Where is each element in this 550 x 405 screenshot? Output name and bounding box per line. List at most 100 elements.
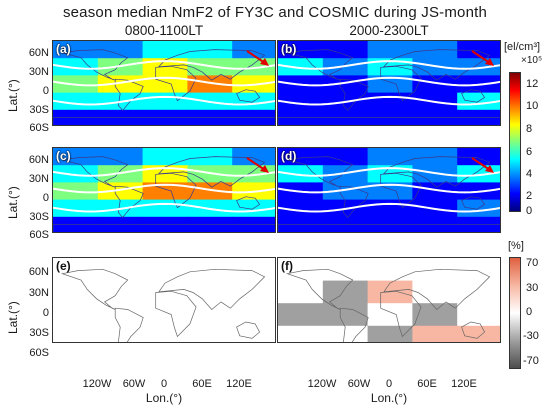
coastline bbox=[155, 290, 197, 338]
colorbar-bottom-tick: 0 bbox=[526, 306, 533, 318]
heatmap-cell bbox=[187, 303, 233, 327]
heatmap-cell bbox=[142, 325, 188, 342]
contour-line bbox=[278, 202, 500, 213]
heatmap-cell bbox=[278, 148, 324, 166]
coastline bbox=[380, 290, 422, 338]
colorbar-bottom bbox=[509, 257, 521, 369]
coastline bbox=[461, 321, 486, 339]
heatmap-cells bbox=[53, 258, 275, 342]
heatmap-cell bbox=[457, 41, 500, 59]
map-f bbox=[278, 258, 500, 342]
heatmap-cell bbox=[232, 303, 275, 327]
coastline bbox=[285, 268, 354, 310]
y-tick-label: 0 bbox=[42, 307, 49, 319]
heatmap-cell bbox=[367, 199, 413, 218]
x-tick-label: 60E bbox=[192, 378, 212, 390]
coastline bbox=[339, 307, 369, 342]
heatmap-cell bbox=[278, 280, 324, 304]
heatmap-cell bbox=[278, 216, 324, 232]
heatmap-cell bbox=[142, 58, 188, 76]
heatmap-cell bbox=[322, 325, 369, 342]
coastline bbox=[60, 268, 129, 310]
heatmap-cell bbox=[412, 280, 458, 304]
coastline bbox=[114, 185, 144, 218]
coastline bbox=[236, 89, 261, 103]
heatmap-cell bbox=[142, 182, 188, 201]
heatmap-cell bbox=[53, 41, 99, 59]
heatmap-cell bbox=[367, 182, 413, 201]
map-b bbox=[278, 41, 500, 125]
heatmap-cell bbox=[232, 109, 275, 125]
coastline bbox=[287, 156, 354, 188]
heatmap-cell bbox=[322, 182, 369, 201]
heatmap-cell bbox=[367, 92, 413, 111]
panel-b: (b) bbox=[277, 40, 501, 126]
colorbar-top-tick: 8 bbox=[526, 123, 533, 135]
heatmap-cell bbox=[367, 109, 413, 125]
coastline bbox=[383, 268, 491, 310]
y-tick-label: 60S bbox=[29, 229, 49, 241]
heatmap-cell bbox=[97, 109, 144, 125]
heatmap-cell bbox=[187, 109, 233, 125]
heatmap-cell bbox=[142, 41, 188, 59]
heatmap-cell bbox=[457, 216, 500, 232]
heatmap-cell bbox=[412, 182, 458, 201]
colorbar-top-tick: 6 bbox=[526, 146, 533, 158]
heatmap-cell bbox=[142, 258, 188, 282]
arrow-head bbox=[260, 58, 269, 66]
panel-label-a: (a) bbox=[56, 42, 71, 56]
coastline bbox=[114, 307, 144, 342]
heatmap-cell bbox=[142, 148, 188, 166]
heatmap-cells bbox=[278, 41, 500, 125]
coastlines bbox=[285, 268, 491, 342]
heatmap-cell bbox=[322, 258, 369, 282]
arrow-head bbox=[485, 58, 494, 66]
heatmap-cell bbox=[97, 41, 144, 59]
arrow-shaft bbox=[471, 50, 491, 64]
heatmap-cell bbox=[278, 199, 324, 218]
colorbar-bottom-tick: 70 bbox=[526, 257, 539, 269]
heatmap-cell bbox=[367, 41, 413, 59]
heatmap-cell bbox=[322, 165, 369, 183]
heatmap-cell bbox=[412, 303, 458, 327]
x-tick-label: 60E bbox=[417, 378, 437, 390]
coastline bbox=[278, 117, 500, 125]
heatmap-cell bbox=[53, 92, 99, 111]
heatmap-cell bbox=[367, 148, 413, 166]
heatmap-cell bbox=[53, 199, 99, 218]
heatmap-cell bbox=[367, 280, 413, 304]
y-tick-label: 30S bbox=[29, 327, 49, 339]
contour-line bbox=[53, 95, 275, 106]
heatmap-cell bbox=[367, 58, 413, 76]
y-tick-label: 60S bbox=[29, 122, 49, 134]
arrow-head bbox=[260, 165, 269, 173]
y-tick-label: 0 bbox=[42, 192, 49, 204]
coastline bbox=[380, 65, 422, 102]
colorbar-top-tick: 10 bbox=[526, 100, 539, 112]
heatmap-cell bbox=[142, 216, 188, 232]
colorbar-top-unit: [el/cm³] bbox=[504, 41, 541, 53]
arrow-head bbox=[485, 165, 494, 173]
heatmap-cell bbox=[187, 75, 233, 94]
panel-label-e: (e) bbox=[56, 259, 71, 273]
coastline bbox=[62, 49, 129, 81]
y-tick-label: 60S bbox=[29, 347, 49, 359]
x-axis-label-left: Lon.(°) bbox=[145, 391, 183, 405]
heatmap-cells bbox=[53, 41, 275, 125]
heatmap-cell bbox=[142, 280, 188, 304]
y-tick-label: 30N bbox=[28, 287, 49, 299]
panel-e: (e) bbox=[52, 257, 276, 343]
coastline bbox=[461, 196, 486, 210]
coastlines bbox=[60, 268, 266, 342]
y-tick-label: 0 bbox=[42, 85, 49, 97]
heatmap-cell bbox=[367, 216, 413, 232]
coastline bbox=[278, 224, 500, 232]
arrow-shaft bbox=[471, 157, 491, 171]
heatmap-cell bbox=[97, 258, 144, 282]
heatmap-cell bbox=[232, 325, 275, 342]
heatmap-cell bbox=[367, 258, 413, 282]
heatmap-cell bbox=[232, 148, 275, 166]
colorbar-top-tick: 2 bbox=[526, 190, 533, 202]
x-tick-label: 120W bbox=[307, 378, 337, 390]
heatmap-cell bbox=[367, 303, 413, 327]
